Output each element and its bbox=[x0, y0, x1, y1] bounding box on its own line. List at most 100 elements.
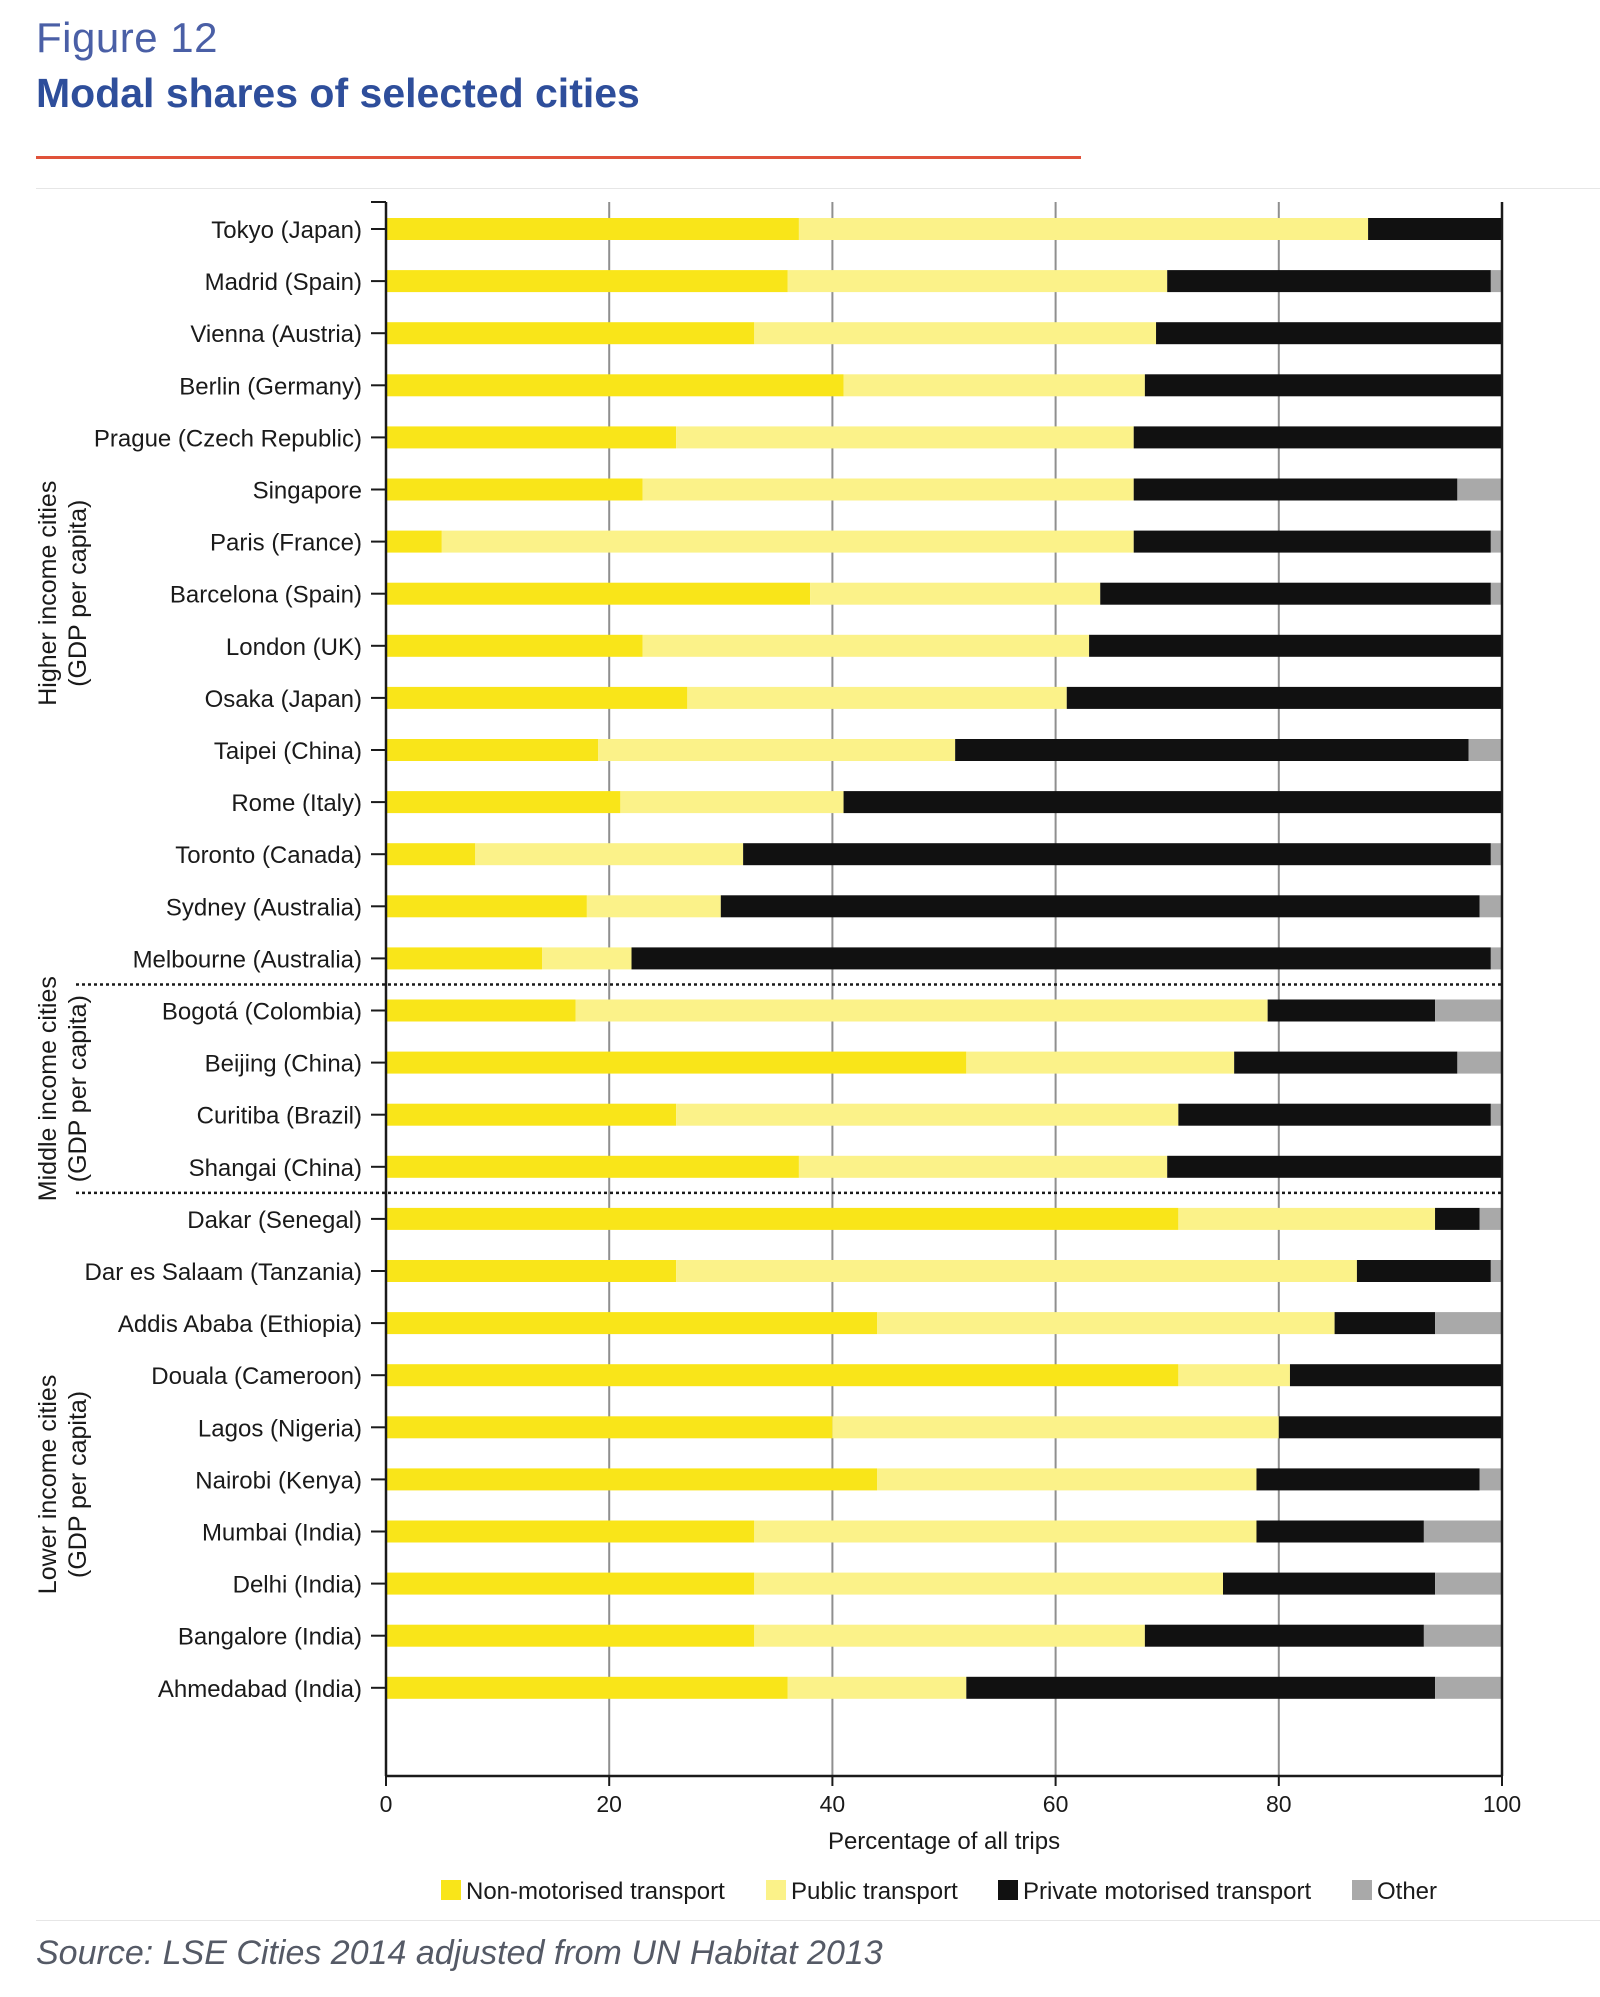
source-note: Source: LSE Cities 2014 adjusted from UN… bbox=[36, 1934, 883, 1972]
bar-segment bbox=[1356, 1260, 1491, 1282]
category-label: Dakar (Senegal) bbox=[187, 1207, 362, 1234]
bar-segment bbox=[642, 478, 1134, 501]
bar-segment bbox=[1435, 1312, 1502, 1335]
legend-label: Other bbox=[1377, 1878, 1437, 1905]
bar-segment bbox=[1223, 1572, 1436, 1595]
modal-share-chart: Tokyo (Japan) Madrid (Spain) Vienna (Austr… bbox=[34, 201, 1521, 1905]
bar-segment bbox=[832, 1416, 1279, 1439]
bar-segment bbox=[386, 1103, 677, 1126]
category-label: Berlin (Germany) bbox=[179, 373, 362, 400]
bar-segment bbox=[1144, 374, 1502, 397]
category-label: Nairobi (Kenya) bbox=[195, 1467, 362, 1494]
bar-segment bbox=[1435, 1676, 1502, 1699]
category-label: Madrid (Spain) bbox=[205, 269, 362, 296]
bar-segment bbox=[386, 1676, 788, 1699]
category-label: Addis Ababa (Ethiopia) bbox=[118, 1311, 362, 1338]
figure-title: Modal shares of selected cities bbox=[36, 70, 640, 116]
group-label-line: (GDP per capita) bbox=[64, 1391, 92, 1578]
bar-segment bbox=[687, 686, 1067, 709]
category-label: Prague (Czech Republic) bbox=[94, 425, 362, 452]
category-label: Toronto (Canada) bbox=[175, 842, 362, 869]
bar-segment bbox=[386, 634, 643, 657]
group-label-line: Middle income cities bbox=[34, 976, 62, 1201]
bar-segment bbox=[1368, 218, 1502, 240]
bar-segment bbox=[1479, 1468, 1502, 1491]
bar-segment bbox=[754, 1572, 1223, 1595]
bar-segment bbox=[1133, 426, 1502, 449]
legend-label: Public transport bbox=[791, 1878, 958, 1905]
bar-segment bbox=[386, 1624, 755, 1647]
bar-segment bbox=[386, 582, 811, 605]
bar-segment bbox=[386, 791, 621, 814]
bar-segment bbox=[754, 322, 1157, 345]
category-label: Taipei (China) bbox=[214, 738, 362, 765]
group-label-line: Higher income cities bbox=[34, 481, 62, 706]
bar-segment bbox=[1490, 843, 1502, 866]
bar-segment bbox=[754, 1520, 1257, 1543]
category-label: Paris (France) bbox=[210, 530, 362, 557]
bar-segment bbox=[620, 791, 844, 814]
bar-segment bbox=[1144, 1624, 1424, 1647]
bar-segment bbox=[966, 1676, 1436, 1699]
bar-segment bbox=[1334, 1312, 1436, 1335]
bar-segment bbox=[386, 895, 587, 918]
bar-segment bbox=[1423, 1520, 1502, 1543]
bar-segment bbox=[386, 1416, 833, 1439]
bar-segment bbox=[720, 895, 1480, 918]
bar-segment bbox=[542, 947, 632, 970]
bar-segment bbox=[877, 1468, 1257, 1491]
group-label-line: Lower income cities bbox=[34, 1375, 62, 1595]
bar-segment bbox=[955, 739, 1469, 761]
category-label: Dar es Salaam (Tanzania) bbox=[85, 1259, 362, 1286]
category-label: Delhi (India) bbox=[233, 1572, 362, 1599]
bar-segment bbox=[1435, 999, 1502, 1022]
bar-segment bbox=[1490, 1103, 1502, 1126]
bar-segment bbox=[1289, 1364, 1502, 1387]
bar-segment bbox=[386, 1520, 755, 1543]
bar-segment bbox=[386, 1364, 1179, 1387]
bar-segment bbox=[386, 843, 476, 866]
bar-segment bbox=[1089, 634, 1502, 657]
bar-segment bbox=[1479, 1207, 1502, 1230]
bar-segment bbox=[1178, 1364, 1290, 1387]
bar-segment bbox=[386, 1468, 878, 1491]
chart-top-divider bbox=[36, 188, 1600, 189]
bar-segment bbox=[386, 270, 788, 293]
bar-segment bbox=[810, 582, 1101, 605]
bar-segment bbox=[386, 1260, 677, 1282]
category-label: Douala (Cameroon) bbox=[151, 1363, 362, 1390]
bar-segment bbox=[676, 1103, 1179, 1126]
bar-segment bbox=[386, 686, 688, 709]
bar-segment bbox=[386, 947, 543, 970]
bar-segment bbox=[386, 1572, 755, 1595]
legend-swatch bbox=[766, 1880, 786, 1900]
category-label: Rome (Italy) bbox=[231, 790, 362, 817]
bar-segment bbox=[642, 634, 1090, 657]
bar-segment bbox=[386, 1155, 799, 1178]
bar-segment bbox=[386, 426, 677, 449]
bar-segment bbox=[386, 1207, 1179, 1230]
bar-segment bbox=[386, 1051, 967, 1074]
bar-segment bbox=[386, 218, 799, 240]
bar-segment bbox=[798, 1155, 1168, 1178]
bar-segment bbox=[386, 999, 576, 1022]
bar-segment bbox=[1156, 322, 1502, 345]
legend-swatch bbox=[1352, 1880, 1372, 1900]
bar-segment bbox=[1178, 1207, 1436, 1230]
bar-segment bbox=[1167, 1155, 1502, 1178]
category-label: Melbourne (Australia) bbox=[133, 946, 362, 973]
bar-segment bbox=[1133, 530, 1491, 553]
x-axis-label: Percentage of all trips bbox=[828, 1828, 1060, 1855]
x-tick-label: 100 bbox=[1483, 1791, 1521, 1817]
bar-segment bbox=[787, 1676, 967, 1699]
bar-segment bbox=[676, 426, 1134, 449]
bar-segment bbox=[1457, 478, 1502, 501]
category-label: Vienna (Austria) bbox=[190, 321, 362, 348]
figure-label: Figure 12 bbox=[36, 14, 218, 61]
bar-segment bbox=[1267, 999, 1436, 1022]
category-label: Bangalore (India) bbox=[178, 1624, 362, 1651]
bar-segment bbox=[1256, 1520, 1424, 1543]
bar-segment bbox=[475, 843, 744, 866]
bar-segment bbox=[1234, 1051, 1458, 1074]
bar-segment bbox=[787, 270, 1168, 293]
